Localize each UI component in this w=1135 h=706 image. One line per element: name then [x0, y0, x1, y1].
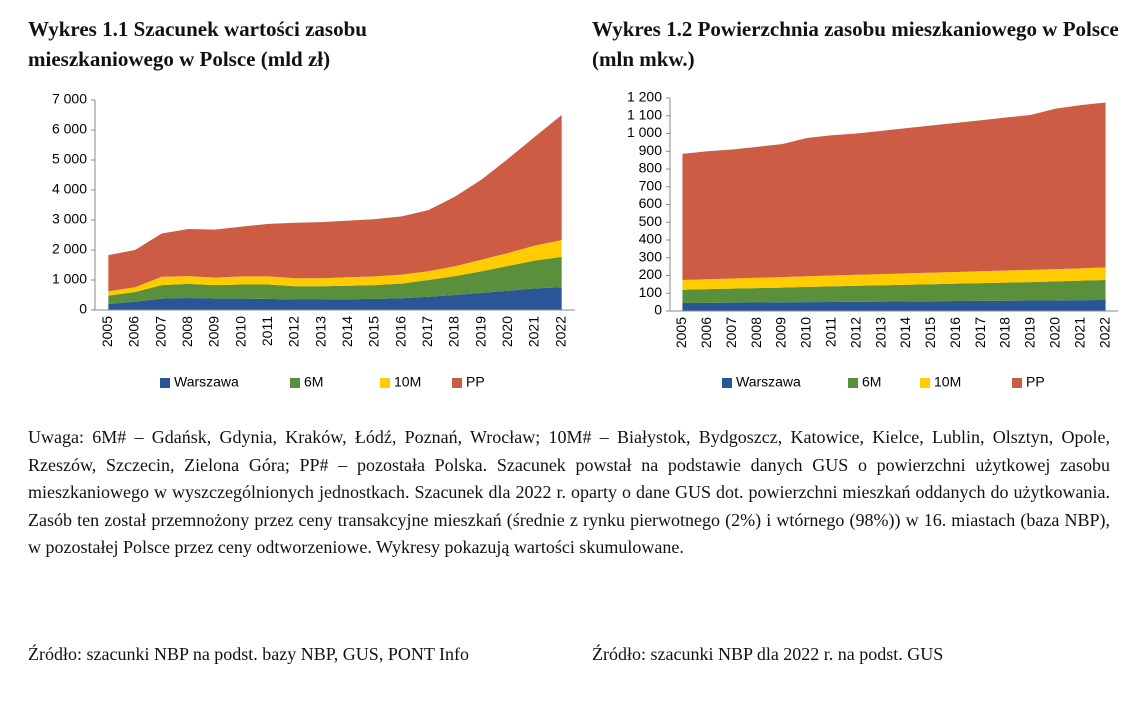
area: [682, 267, 1106, 290]
legend-swatch: [920, 378, 930, 388]
x-tick-label: 2020: [1046, 317, 1062, 348]
x-tick-label: 2014: [339, 316, 355, 347]
x-tick-label: 2016: [947, 317, 963, 348]
x-tick-label: 2021: [526, 316, 542, 347]
y-tick-label: 700: [639, 177, 663, 193]
y-tick-label: 1 000: [627, 124, 662, 140]
y-tick-label: 1 000: [52, 271, 87, 287]
y-tick-label: 2 000: [52, 241, 87, 257]
area: [682, 299, 1106, 311]
x-tick-label: 2008: [748, 317, 764, 348]
legend-label: 6M: [304, 374, 323, 390]
area: [108, 256, 562, 304]
x-tick-label: 2018: [446, 316, 462, 347]
x-tick-label: 2007: [152, 316, 168, 347]
x-tick-label: 2021: [1071, 317, 1087, 348]
x-tick-label: 2005: [673, 317, 689, 348]
legend-swatch: [160, 378, 170, 388]
y-tick-label: 4 000: [52, 181, 87, 197]
x-tick-label: 2012: [286, 316, 302, 347]
legend-swatch: [1012, 378, 1022, 388]
y-tick-label: 800: [639, 160, 663, 176]
y-tick-label: 400: [639, 231, 663, 247]
legend-swatch: [452, 378, 462, 388]
x-tick-label: 2017: [972, 317, 988, 348]
x-tick-label: 2015: [922, 317, 938, 348]
y-tick-label: 500: [639, 213, 663, 229]
x-tick-label: 2018: [997, 317, 1013, 348]
legend-swatch: [722, 378, 732, 388]
x-tick-label: 2013: [872, 317, 888, 348]
legend-label: PP: [1026, 374, 1045, 390]
x-tick-label: 2022: [1096, 317, 1112, 348]
area: [682, 279, 1106, 304]
y-tick-label: 6 000: [52, 121, 87, 137]
y-tick-label: 1 200: [627, 89, 662, 105]
legend-label: 10M: [394, 374, 421, 390]
x-tick-label: 2009: [773, 317, 789, 348]
x-tick-label: 2019: [1022, 317, 1038, 348]
x-tick-label: 2012: [847, 317, 863, 348]
x-tick-label: 2011: [259, 316, 275, 346]
y-tick-label: 900: [639, 142, 663, 158]
x-tick-label: 2017: [419, 316, 435, 347]
x-tick-label: 2007: [723, 317, 739, 348]
y-tick-label: 600: [639, 195, 663, 211]
y-tick-label: 0: [79, 301, 87, 317]
area: [682, 102, 1106, 280]
x-tick-label: 2011: [822, 317, 838, 347]
y-tick-label: 100: [639, 284, 663, 300]
x-tick-label: 2008: [179, 316, 195, 347]
chart-title: Wykres 1.1 Szacunek wartości zasobu mies…: [28, 17, 367, 71]
y-tick-label: 200: [639, 266, 663, 282]
area: [108, 240, 562, 296]
chart-title: Wykres 1.2 Powierzchnia zasobu mieszkani…: [592, 17, 1119, 71]
x-tick-label: 2019: [472, 316, 488, 347]
y-tick-label: 300: [639, 248, 663, 264]
x-tick-label: 2020: [499, 316, 515, 347]
x-tick-label: 2006: [698, 317, 714, 348]
source: Źródło: szacunki NBP dla 2022 r. na pods…: [592, 644, 944, 664]
x-tick-label: 2010: [232, 316, 248, 347]
legend-label: PP: [466, 374, 485, 390]
area: [108, 115, 562, 292]
y-tick-label: 1 100: [627, 106, 662, 122]
legend-swatch: [848, 378, 858, 388]
x-tick-label: 2022: [552, 316, 568, 347]
x-tick-label: 2005: [99, 316, 115, 347]
x-tick-label: 2016: [392, 316, 408, 347]
chart: 0 1 000 2 000 3 000 4 000 5 000 6 000 7 000 2005…: [52, 91, 575, 390]
legend-label: 10M: [934, 374, 961, 390]
source: Źródło: szacunki NBP na podst. bazy NBP,…: [28, 644, 469, 664]
x-tick-label: 2013: [312, 316, 328, 347]
legend-label: Warszawa: [736, 374, 801, 390]
area: [108, 287, 562, 310]
legend-swatch: [380, 378, 390, 388]
y-tick-label: 5 000: [52, 151, 87, 167]
note: Uwaga: 6M# – Gdańsk, Gdynia, Kraków, Łód…: [28, 427, 1110, 557]
x-tick-label: 2015: [366, 316, 382, 347]
x-tick-label: 2009: [206, 316, 222, 347]
y-tick-label: 0: [654, 302, 662, 318]
legend-label: Warszawa: [174, 374, 239, 390]
y-tick-label: 3 000: [52, 211, 87, 227]
legend-label: 6M: [862, 374, 881, 390]
y-tick-label: 7 000: [52, 91, 87, 107]
legend-swatch: [290, 378, 300, 388]
x-tick-label: 2014: [897, 317, 913, 348]
x-tick-label: 2006: [126, 316, 142, 347]
x-tick-label: 2010: [798, 317, 814, 348]
